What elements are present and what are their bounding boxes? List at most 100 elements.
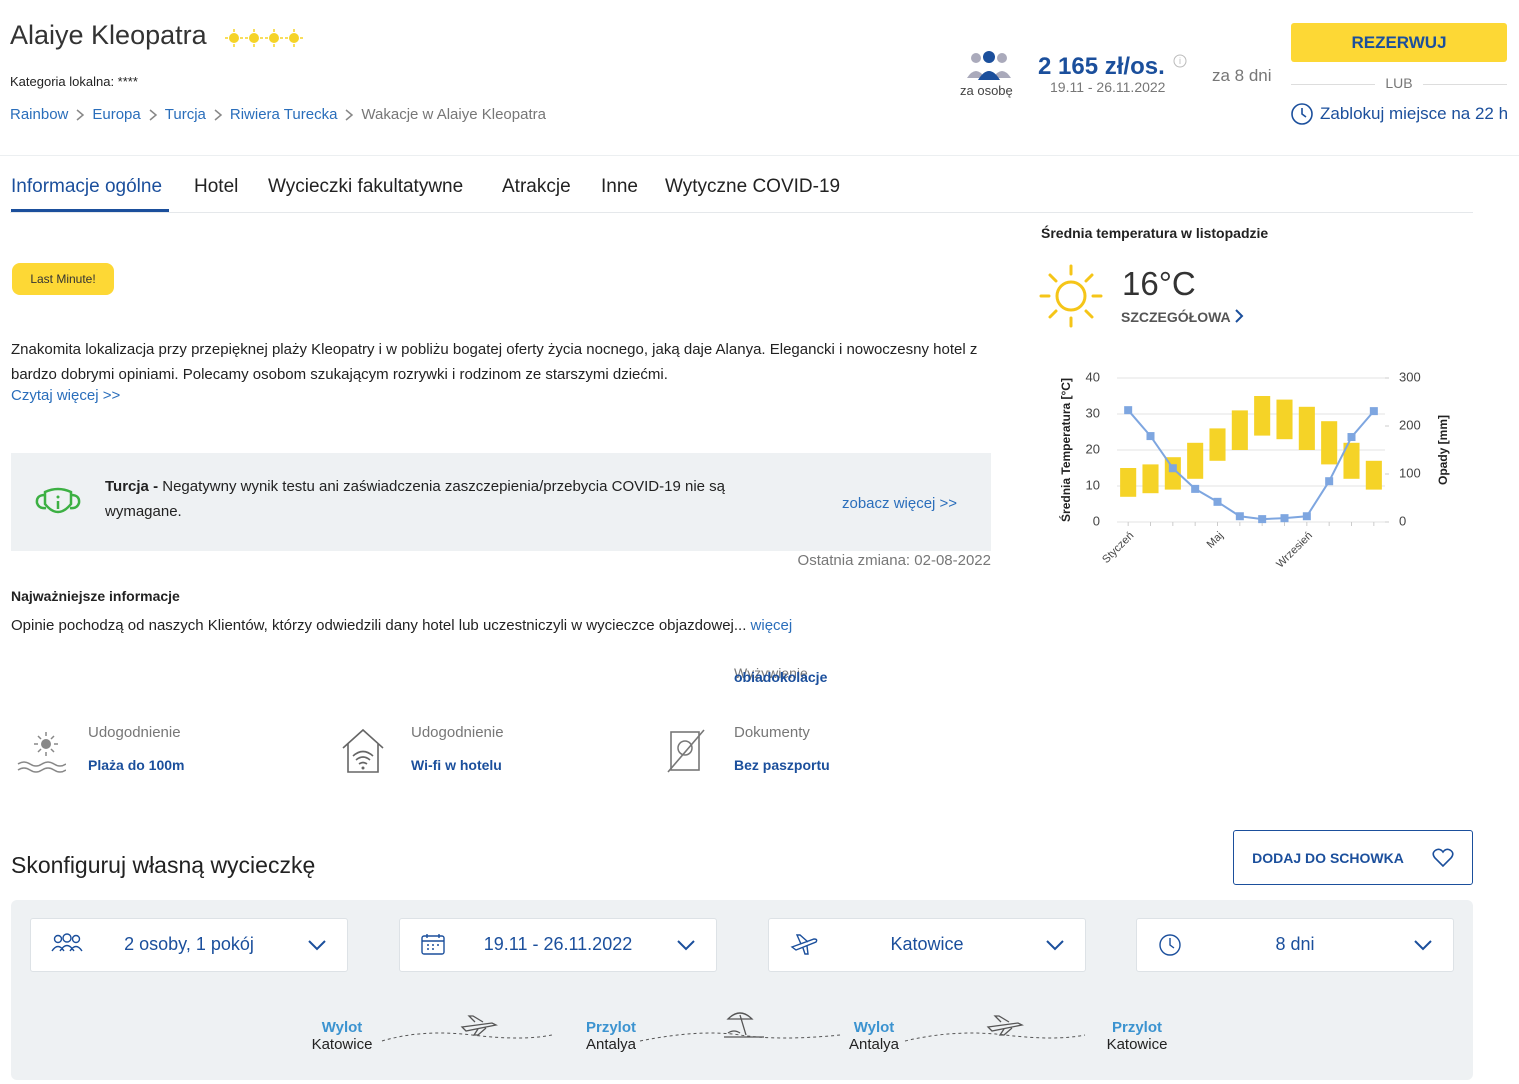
star (249, 33, 259, 43)
stars (225, 29, 303, 47)
star-rays (245, 29, 263, 47)
route-city: Katowice (1106, 1036, 1168, 1053)
sun-icon (1039, 264, 1103, 328)
tab[interactable]: Inne (601, 176, 638, 197)
board-label: Wyżywienie (734, 665, 808, 681)
tab[interactable]: Wycieczki fakultatywne (268, 176, 464, 197)
covid-text: Turcja - Negatywny wynik testu ani zaświ… (105, 474, 785, 524)
breadcrumb[interactable]: Rainbow (10, 106, 69, 123)
info-body: Opinie pochodzą od naszych Klientów, któ… (11, 617, 747, 634)
y-tick-label: 10 (1086, 477, 1100, 492)
feature-label: Udogodnienie (88, 724, 181, 741)
route-city: Antalya (585, 1036, 637, 1053)
or-label: LUB (1375, 75, 1423, 91)
precipitation-marker (1302, 512, 1311, 521)
breadcrumb[interactable]: Turcja (164, 106, 206, 123)
x-tick-label: Styczeń (1100, 530, 1136, 566)
temperature-range (1321, 421, 1338, 465)
y2-axis-title: Opady [mm] (1436, 415, 1450, 485)
icon-shape (790, 934, 818, 955)
duration: za 8 dni (1212, 66, 1272, 85)
info-icon[interactable]: i (1173, 54, 1187, 68)
covid-link[interactable]: zobacz więcej >> (842, 495, 958, 512)
select-icon (51, 933, 83, 952)
people-icon (967, 51, 1011, 80)
select-chevron (677, 940, 695, 951)
route-city: Antalya (848, 1036, 900, 1053)
save-label: DODAJ DO SCHOWKA (1252, 849, 1404, 866)
star (289, 33, 299, 43)
temperature-range (1254, 396, 1271, 436)
select-chevron (308, 940, 326, 951)
icon-shape (51, 933, 83, 952)
select[interactable]: 2 osoby, 1 pokój (30, 918, 348, 972)
chevron (1046, 940, 1064, 951)
feature-label: Udogodnienie (411, 724, 504, 741)
tabs-line (10, 212, 1473, 213)
breadcrumbs: Rainbow Europa Turcja Riwiera Turecka Wakacj… (10, 106, 546, 123)
chart-title: Średnia temperatura w listopadzie (1041, 225, 1269, 241)
chevron (345, 108, 354, 121)
chevron (214, 108, 223, 121)
select-value: 19.11 - 26.11.2022 (483, 934, 633, 954)
breadcrumb[interactable]: Europa (92, 106, 141, 123)
y-tick-label: 20 (1086, 441, 1100, 456)
star-group (225, 29, 303, 47)
star-rays (265, 29, 283, 47)
temperature-range (1298, 406, 1315, 450)
select[interactable]: 8 dni (1136, 918, 1454, 972)
tab-underline (11, 209, 169, 212)
select[interactable]: Katowice (768, 918, 1086, 972)
header-divider (0, 155, 1519, 156)
mask-icon (35, 487, 81, 514)
heart-icon (1432, 848, 1454, 867)
description: Znakomita lokalizacja przy przepięknej p… (11, 341, 978, 383)
tab[interactable]: Wytyczne COVID-19 (665, 176, 841, 197)
info-text: Opinie pochodzą od naszych Klientów, któ… (11, 617, 792, 634)
select-icon (1159, 934, 1181, 956)
clock-icon (1291, 103, 1313, 125)
y-tick-label: 0 (1093, 513, 1100, 528)
chevron (149, 108, 157, 121)
y2-tick-label: 300 (1399, 369, 1421, 384)
breadcrumb-sep (149, 108, 157, 121)
route-label: Przylot (585, 1019, 636, 1036)
temperature-range (1276, 399, 1293, 440)
temperature-range (1343, 442, 1360, 479)
y-tick-label: 40 (1086, 369, 1100, 384)
book-button[interactable]: REZERWUJ (1291, 23, 1507, 62)
route-line (381, 1012, 1086, 1042)
temperature-range (1231, 410, 1248, 450)
breadcrumb[interactable]: Riwiera Turecka (229, 106, 338, 123)
lock-link[interactable]: Zablokuj miejsce na 22 h (1320, 104, 1509, 123)
tab[interactable]: Informacje ogólne (11, 176, 163, 197)
covid-message: Negatywny wynik testu ani zaświadczenia … (105, 478, 726, 520)
select[interactable]: 19.11 - 26.11.2022 (399, 918, 717, 972)
precipitation-line (1127, 409, 1375, 521)
chevron (76, 108, 85, 121)
star (269, 33, 279, 43)
details-label: SZCZEGÓŁOWA (1121, 309, 1231, 325)
precipitation-marker (1191, 484, 1200, 493)
passport-icon (667, 729, 705, 773)
temperature-range (1142, 464, 1159, 494)
feature-label: Dokumenty (734, 724, 810, 741)
x-tick-label: Maj (1205, 530, 1226, 551)
select-value: Katowice (890, 934, 964, 954)
star (229, 33, 239, 43)
precipitation-marker (1258, 515, 1267, 524)
route-label: Wylot (853, 1019, 895, 1036)
feature-value: Bez paszportu (734, 757, 830, 773)
read-more[interactable]: Czytaj więcej >> (11, 387, 121, 404)
details-link[interactable]: SZCZEGÓŁOWA (1121, 309, 1244, 325)
tab[interactable]: Hotel (194, 176, 239, 197)
route-label: Wylot (321, 1019, 363, 1036)
info-more[interactable]: więcej (750, 617, 793, 634)
chevron (677, 940, 695, 951)
precipitation-marker (1369, 407, 1378, 416)
icon-shape (421, 934, 445, 955)
tab[interactable]: Atrakcje (502, 176, 571, 197)
precipitation-marker (1168, 464, 1177, 473)
save-button[interactable]: DODAJ DO SCHOWKA (1233, 830, 1473, 885)
